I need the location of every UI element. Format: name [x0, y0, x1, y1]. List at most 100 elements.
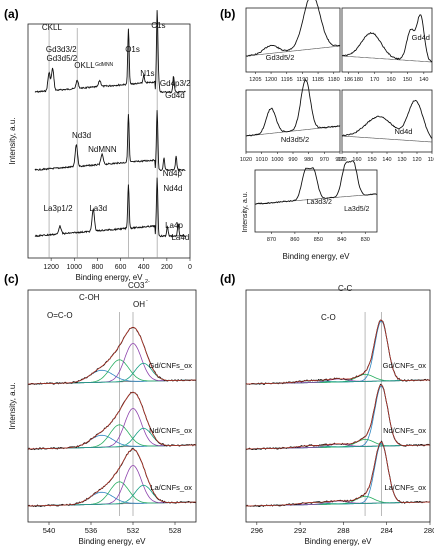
panel-label-d: (d) — [220, 272, 235, 286]
annotation-co3: CO3 — [128, 281, 145, 290]
x-tick-label: 1000 — [271, 157, 283, 163]
x-tick-label: 600 — [115, 264, 127, 271]
x-tick-label: 160 — [352, 157, 361, 163]
peak-label: Gd3d3/2 — [46, 45, 77, 54]
plot-frame — [245, 289, 431, 523]
component-peak — [246, 385, 430, 450]
annotation-cc: C-C — [338, 284, 352, 293]
x-tick-label: 170 — [370, 77, 379, 83]
x-tick-label: 1190 — [296, 77, 308, 83]
peak-label: Nd3d5/2 — [281, 135, 309, 144]
x-tick-label: 860 — [290, 237, 299, 243]
x-axis-label: Binding energy, eV — [78, 537, 146, 546]
series-label: La/CNFs_ox — [384, 483, 426, 492]
x-tick-label: 180 — [354, 77, 363, 83]
panel-a: (a) 1200 1000 800 600 400 200 0 Binding energy, … — [4, 7, 192, 282]
peak-label-la3d32: La3d3/2 — [307, 199, 332, 206]
component-peak — [246, 442, 430, 507]
spectrum — [245, 79, 341, 137]
peak-label: OKLL — [74, 61, 95, 70]
x-tick-label: 150 — [403, 77, 412, 83]
x-tick-label: 528 — [169, 526, 182, 535]
x-tick-label: 186 — [344, 77, 353, 83]
x-tick-label: 990 — [288, 157, 297, 163]
x-tick-label: 110 — [428, 157, 434, 163]
panel-b: (b) 1205 1200 1195 1190 1185 1180 Gd3d5/2 186 180… — [220, 0, 434, 261]
x-tick-label: 970 — [320, 157, 329, 163]
series-label: Nd/CNFs_ox — [383, 426, 426, 435]
x-tick-label: 1180 — [328, 77, 340, 83]
peak-label: Gd3d5/2 — [266, 53, 295, 62]
peak-label: Nd4p — [163, 169, 183, 178]
spectrum — [245, 440, 431, 507]
x-tick-label: 292 — [294, 526, 307, 535]
background-line — [341, 135, 433, 143]
x-tick-label: 840 — [337, 237, 346, 243]
spectrum — [255, 160, 378, 205]
x-tick-label: 1200 — [265, 77, 277, 83]
panel-label-b: (b) — [220, 7, 235, 21]
peak-label: O1s — [125, 45, 140, 54]
x-tick-label: 150 — [367, 157, 376, 163]
subplot-frame — [341, 89, 433, 153]
annotation-co3-charge: 2- — [145, 279, 150, 285]
panel-label-a: (a) — [4, 7, 19, 21]
peak-label: Gd4d — [165, 91, 185, 100]
peak-label: La3p1/2 — [44, 204, 73, 213]
x-tick-label: 1205 — [249, 77, 261, 83]
x-tick-label: 1010 — [256, 157, 268, 163]
series-label: Nd/CNFs_ox — [149, 426, 192, 435]
x-tick-label: 400 — [138, 264, 150, 271]
fit-envelope — [28, 448, 196, 507]
spectrum — [341, 14, 433, 63]
x-axis-label: Binding energy, eV — [75, 273, 143, 282]
x-tick-label: 296 — [251, 526, 264, 535]
x-tick-label: 850 — [314, 237, 323, 243]
x-tick-label: 1200 — [43, 264, 59, 271]
series-label: La/CNFs_ox — [150, 483, 192, 492]
annotation-ocoo: O=C-O — [47, 311, 73, 320]
peak-label-la3d52: La3d5/2 — [344, 206, 369, 213]
x-tick-label: 540 — [43, 526, 56, 535]
y-axis-label: Intensity, a.u. — [242, 191, 249, 232]
x-tick-label: 1185 — [312, 77, 324, 83]
x-tick-label: 170 — [337, 157, 346, 163]
peak-label: Gd4d — [412, 33, 430, 42]
peak-label: CKLL — [42, 23, 63, 32]
x-tick-label: 1000 — [66, 264, 82, 271]
x-tick-label: 960 — [335, 157, 344, 163]
annotation-oh: OH — [133, 300, 145, 309]
series-label: Gd/CNFs_ox — [383, 361, 427, 370]
x-tick-label: 0 — [188, 264, 192, 271]
x-tick-label: 140 — [382, 157, 391, 163]
subplot-frame — [254, 169, 378, 233]
peak-label: Nd3d — [72, 131, 91, 140]
x-axis-label: Binding energy, eV — [282, 252, 350, 261]
x-tick-label: 536 — [85, 526, 98, 535]
x-axis-label: Binding energy, eV — [304, 537, 372, 546]
peak-label: NdMNN — [88, 145, 117, 154]
x-tick-label: 160 — [386, 77, 395, 83]
spectrum-la — [34, 177, 186, 238]
x-tick-label: 140 — [419, 77, 428, 83]
peak-label: Nd4d — [395, 127, 413, 136]
peak-label: Gd4p3/2 — [160, 79, 191, 88]
peak-label: Gd3d5/2 — [47, 54, 78, 63]
x-tick-label: 284 — [380, 526, 393, 535]
peak-label: La4p — [165, 221, 183, 230]
plot-frame — [27, 23, 191, 259]
subplot-frame — [341, 7, 433, 73]
background-line — [342, 55, 432, 63]
spectrum — [245, 0, 341, 57]
y-axis-label: Intensity, a.u. — [8, 118, 17, 165]
peak-label: N1s — [140, 69, 154, 78]
plot-frame — [27, 289, 197, 523]
panel-c: (c) 540 536 532 528 Binding energy, eV Gd/CNFs… — [4, 272, 197, 546]
peak-label: GdMNN — [95, 62, 113, 68]
x-tick-label: 200 — [161, 264, 173, 271]
spectrum-gd — [34, 10, 186, 94]
peak-label: La4d — [171, 233, 189, 242]
annotation-coh: C-OH — [79, 293, 100, 302]
spectrum — [27, 448, 197, 508]
